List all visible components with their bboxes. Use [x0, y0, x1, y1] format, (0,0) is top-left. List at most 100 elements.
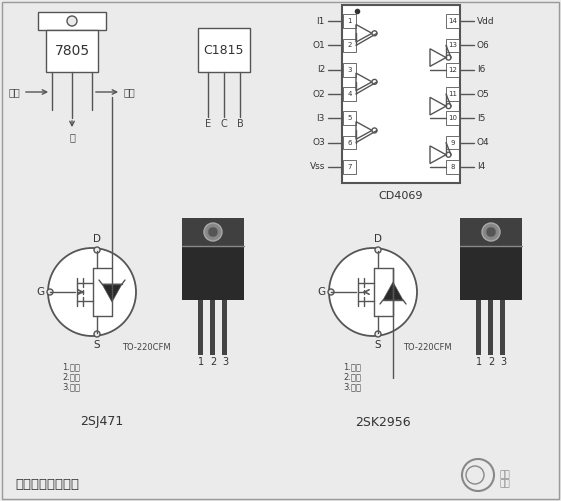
Text: 13: 13 — [448, 43, 457, 49]
Circle shape — [47, 289, 53, 295]
Text: B: B — [237, 119, 243, 129]
Text: 11: 11 — [448, 91, 457, 97]
Text: 百阅: 百阅 — [500, 470, 511, 479]
Bar — [446, 63, 459, 77]
Text: 7805: 7805 — [54, 44, 90, 58]
Bar — [446, 136, 459, 149]
Text: O2: O2 — [312, 90, 325, 99]
Text: O5: O5 — [477, 90, 490, 99]
Text: D: D — [93, 234, 101, 244]
Circle shape — [372, 79, 377, 84]
Text: 2: 2 — [488, 357, 494, 367]
Text: 1: 1 — [476, 357, 482, 367]
Text: 3: 3 — [222, 357, 228, 367]
Text: 1: 1 — [347, 18, 352, 24]
Text: D: D — [374, 234, 382, 244]
Bar — [446, 39, 459, 52]
Bar — [500, 300, 505, 355]
Bar — [343, 112, 356, 125]
Circle shape — [67, 16, 77, 26]
Text: 3.源极: 3.源极 — [62, 382, 80, 391]
Text: G: G — [36, 287, 44, 297]
Bar — [46, 30, 98, 72]
Text: 2SJ471: 2SJ471 — [80, 415, 123, 428]
Text: 1.栅极: 1.栅极 — [343, 363, 361, 372]
Text: O4: O4 — [477, 138, 490, 147]
Bar — [343, 63, 356, 77]
Text: I6: I6 — [477, 65, 485, 74]
Text: 5: 5 — [347, 115, 352, 121]
Text: 14: 14 — [448, 18, 457, 24]
Circle shape — [48, 248, 136, 336]
Text: I4: I4 — [477, 162, 485, 171]
Text: 8: 8 — [450, 164, 455, 170]
Bar — [343, 136, 356, 149]
Circle shape — [204, 223, 222, 241]
Bar — [198, 28, 250, 72]
Text: 10: 10 — [448, 115, 457, 121]
Circle shape — [446, 104, 451, 109]
Text: I5: I5 — [477, 114, 485, 123]
Text: O3: O3 — [312, 138, 325, 147]
Text: 1.栅极: 1.栅极 — [62, 363, 80, 372]
Text: I2: I2 — [317, 65, 325, 74]
Bar — [446, 15, 459, 28]
Bar — [182, 218, 244, 300]
Text: 月长: 月长 — [500, 479, 511, 488]
Text: TO-220CFM: TO-220CFM — [122, 343, 171, 352]
Circle shape — [375, 331, 381, 337]
Bar — [446, 87, 459, 101]
Text: 1: 1 — [198, 357, 204, 367]
Circle shape — [208, 227, 218, 237]
Text: 7: 7 — [347, 164, 352, 170]
Text: 2SK2956: 2SK2956 — [355, 415, 411, 428]
Polygon shape — [102, 284, 122, 302]
Bar — [489, 300, 494, 355]
Text: I3: I3 — [316, 114, 325, 123]
Bar — [343, 160, 356, 174]
Text: 9: 9 — [450, 140, 455, 146]
Circle shape — [329, 248, 417, 336]
Text: 3: 3 — [347, 67, 352, 73]
Bar — [343, 39, 356, 52]
Text: 输入: 输入 — [8, 87, 20, 97]
Text: Vss: Vss — [310, 162, 325, 171]
Text: 3.源极: 3.源极 — [343, 382, 361, 391]
Bar — [199, 300, 204, 355]
Text: G: G — [317, 287, 325, 297]
Bar — [460, 218, 522, 246]
Circle shape — [328, 289, 334, 295]
Circle shape — [446, 152, 451, 157]
Text: O1: O1 — [312, 41, 325, 50]
Text: S: S — [375, 340, 381, 350]
Circle shape — [375, 247, 381, 253]
Circle shape — [372, 128, 377, 133]
Text: 2.漏极: 2.漏极 — [343, 373, 361, 381]
Bar — [446, 160, 459, 174]
Bar — [223, 300, 228, 355]
Bar — [343, 15, 356, 28]
Bar — [210, 300, 215, 355]
Bar — [182, 218, 244, 246]
Circle shape — [94, 331, 100, 337]
Text: E: E — [205, 119, 211, 129]
Circle shape — [446, 55, 451, 60]
Text: 6: 6 — [347, 140, 352, 146]
Text: 2: 2 — [210, 357, 216, 367]
Bar — [38, 12, 106, 30]
Text: 地: 地 — [69, 132, 75, 142]
Circle shape — [94, 247, 100, 253]
Bar — [476, 300, 481, 355]
Text: 12: 12 — [448, 67, 457, 73]
Bar — [343, 87, 356, 101]
Bar — [446, 112, 459, 125]
Polygon shape — [383, 282, 403, 300]
Bar — [342, 5, 460, 183]
Text: Vdd: Vdd — [477, 17, 495, 26]
Text: 2.漏极: 2.漏极 — [62, 373, 80, 381]
Circle shape — [372, 31, 377, 36]
Text: CD4069: CD4069 — [379, 191, 423, 201]
Text: S: S — [94, 340, 100, 350]
Circle shape — [486, 227, 496, 237]
Text: TO-220CFM: TO-220CFM — [403, 343, 452, 352]
